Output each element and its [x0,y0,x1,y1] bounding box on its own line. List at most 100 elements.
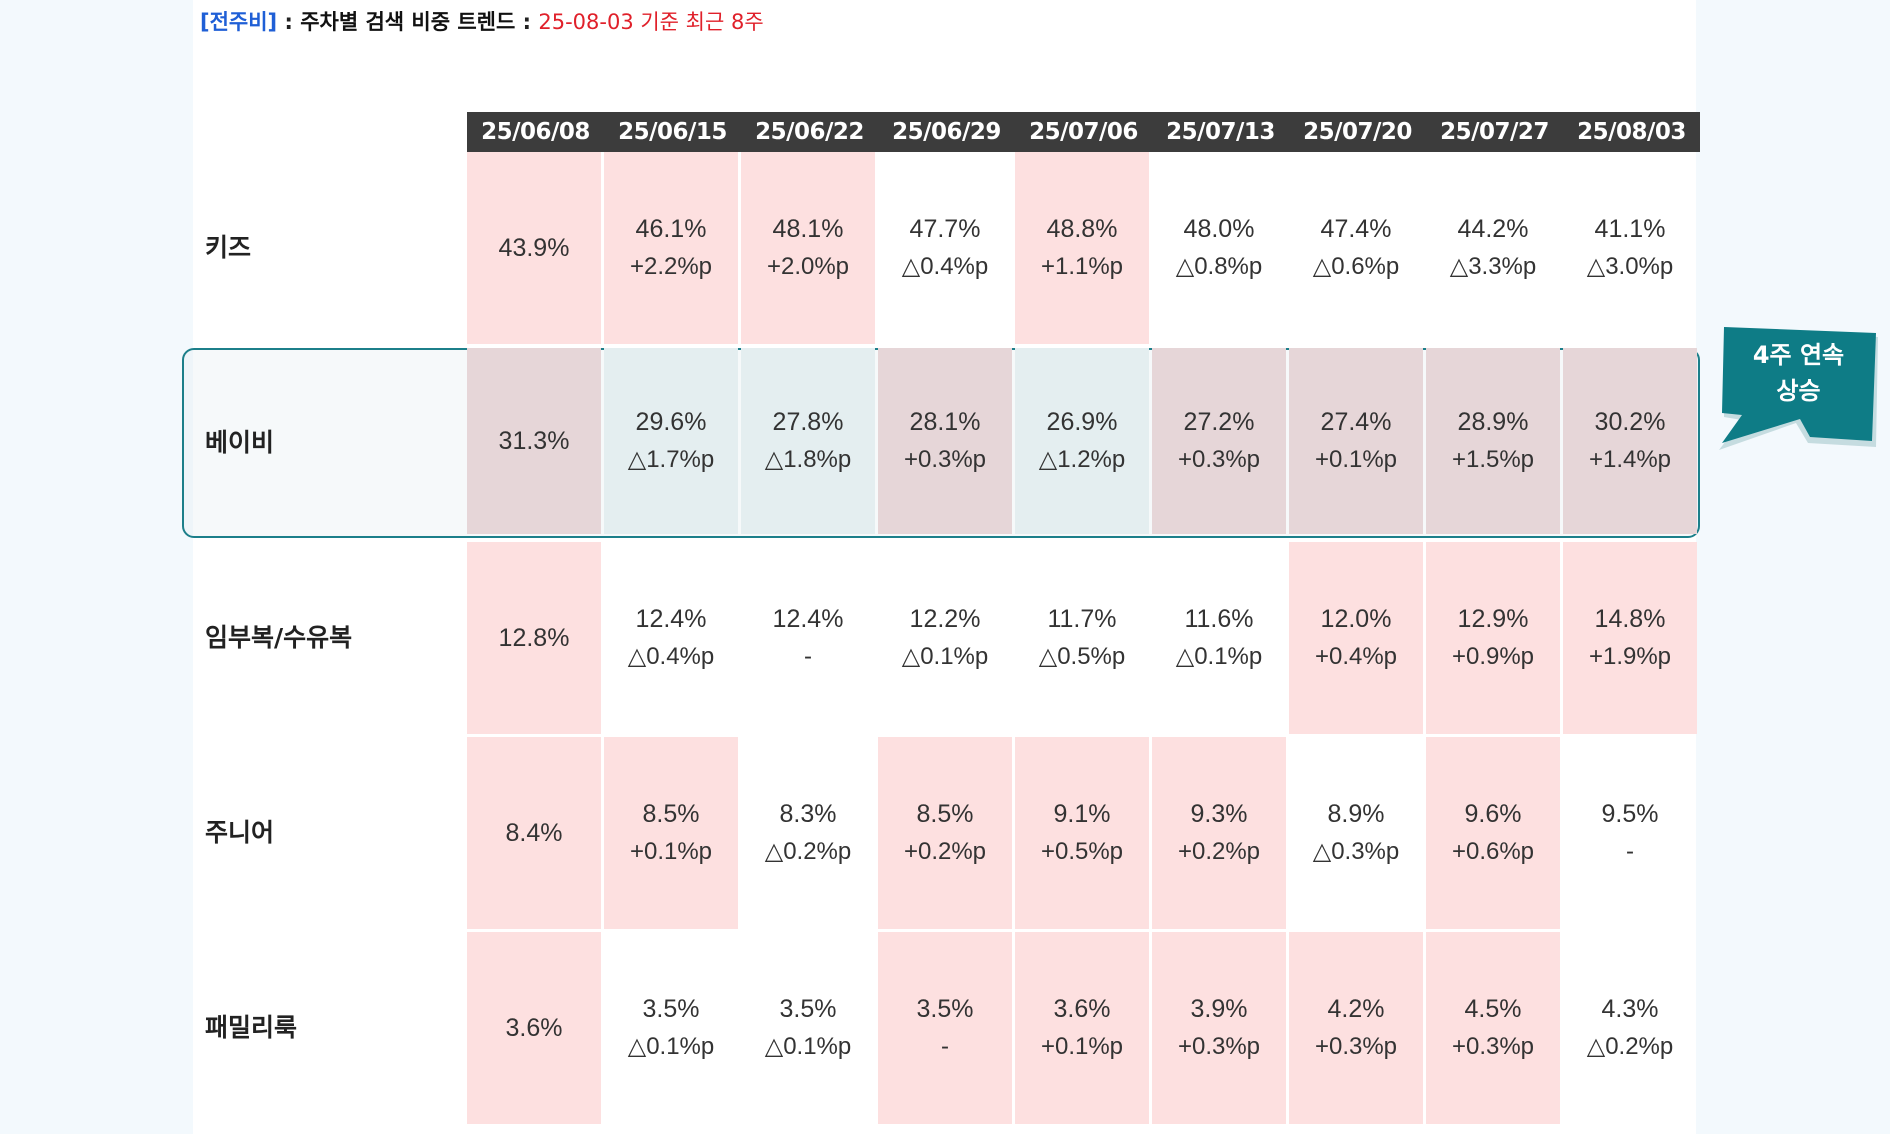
share-value: 11.7% [1047,605,1117,633]
share-value: 41.1% [1594,215,1666,243]
row-cells: 12.8% 12.4% △0.4%p 12.4% - 12.2% △0.1%p 11.7% △0… [467,542,1697,734]
share-delta: +0.9%p [1451,643,1535,670]
share-cell: 46.1% +2.2%p [604,152,738,344]
share-value: 48.0% [1183,215,1255,243]
share-value: 12.8% [498,624,570,652]
share-cell: 11.6% △0.1%p [1152,542,1286,734]
week-header-cell: 25/06/15 [618,119,727,145]
table-row: 주니어 8.4% 8.5% +0.1%p 8.3% △0.2%p 8.5% +0.2%p 9.1… [193,737,1700,929]
share-cell: 41.1% △3.0%p [1563,152,1697,344]
share-cell: 8.9% △0.3%p [1289,737,1423,929]
week-header-cell: 25/06/22 [755,119,864,145]
share-value: 43.9% [498,234,570,262]
share-cell: 8.5% +0.2%p [878,737,1012,929]
share-delta: +2.0%p [766,253,850,280]
share-delta: +0.1%p [1040,1033,1124,1060]
share-delta: △0.3%p [1312,838,1400,865]
share-delta: +0.3%p [1451,1033,1535,1060]
share-cell: 3.5% - [878,932,1012,1124]
share-delta: +0.1%p [1314,446,1398,473]
share-delta: +0.2%p [1177,838,1261,865]
share-delta: △0.2%p [1586,1033,1674,1060]
share-value: 27.4% [1320,408,1392,436]
share-delta: △0.5%p [1038,643,1126,670]
share-delta: △0.1%p [627,1033,715,1060]
share-cell: 9.6% +0.6%p [1426,737,1560,929]
share-value: 46.1% [635,215,707,243]
share-delta: △0.1%p [764,1033,852,1060]
share-cell: 26.9% △1.2%p [1015,348,1149,534]
share-value: 12.9% [1457,605,1529,633]
share-delta: +0.3%p [1314,1033,1398,1060]
share-cell: 27.4% +0.1%p [1289,348,1423,534]
share-cell: 4.2% +0.3%p [1289,932,1423,1124]
share-cell: 12.0% +0.4%p [1289,542,1423,734]
share-value: 8.4% [505,819,563,847]
share-value: 3.5% [779,995,837,1023]
row-cells: 3.6% 3.5% △0.1%p 3.5% △0.1%p 3.5% -3.6% +0.1%p 3… [467,932,1697,1124]
share-cell: 11.7% △0.5%p [1015,542,1149,734]
week-header-cell: 25/07/27 [1440,119,1549,145]
week-header-cell: 25/08/03 [1577,119,1686,145]
share-value: 11.6% [1184,605,1254,633]
share-delta: △0.4%p [901,253,989,280]
row-cells: 31.3% 29.6% △1.7%p 27.8% △1.8%p 28.1% +0.3%p 26… [467,348,1697,534]
callout-line-2: 상승 [1776,377,1821,405]
week-header-cell: 25/07/13 [1166,119,1275,145]
share-cell: 27.8% △1.8%p [741,348,875,534]
share-cell: 12.9% +0.9%p [1426,542,1560,734]
streak-callout: 4주 연속 상승 [1716,325,1881,450]
share-value: 48.1% [772,215,844,243]
share-cell: 9.1% +0.5%p [1015,737,1149,929]
share-delta: △1.7%p [627,446,715,473]
week-header-cell: 25/06/08 [481,119,590,145]
share-delta: +0.3%p [903,446,987,473]
share-value: 4.5% [1464,995,1522,1023]
share-cell: 47.7% △0.4%p [878,152,1012,344]
share-value: 27.8% [772,408,844,436]
share-cell: 43.9% [467,152,601,344]
share-delta: +1.1%p [1040,253,1124,280]
share-delta: △1.8%p [764,446,852,473]
share-cell: 3.6% +0.1%p [1015,932,1149,1124]
share-value: 4.3% [1601,995,1659,1023]
share-cell: 8.5% +0.1%p [604,737,738,929]
share-value: 47.4% [1320,215,1392,243]
share-delta: △0.4%p [627,643,715,670]
share-cell: 12.2% △0.1%p [878,542,1012,734]
share-delta: △1.2%p [1038,446,1126,473]
share-cell: 47.4% △0.6%p [1289,152,1423,344]
share-cell: 4.5% +0.3%p [1426,932,1560,1124]
share-cell: 8.3% △0.2%p [741,737,875,929]
share-delta: △0.1%p [901,643,989,670]
category-label: 베이비 [205,428,275,457]
share-value: 29.6% [635,408,707,436]
share-cell: 28.1% +0.3%p [878,348,1012,534]
share-delta: +0.2%p [903,838,987,865]
table-row: 베이비 31.3% 29.6% △1.7%p 27.8% △1.8%p 28.1% +0.3%… [193,348,1700,538]
share-value: 31.3% [498,427,570,455]
share-value: 3.6% [505,1014,563,1042]
share-delta: △3.0%p [1586,253,1674,280]
category-label: 임부복/수유복 [205,623,353,652]
share-value: 12.0% [1320,605,1392,633]
week-header-cell: 25/07/06 [1029,119,1138,145]
share-delta: +1.4%p [1588,446,1672,473]
share-cell: 12.8% [467,542,601,734]
share-cell: 4.3% △0.2%p [1563,932,1697,1124]
share-cell: 9.3% +0.2%p [1152,737,1286,929]
share-delta: +0.5%p [1040,838,1124,865]
table-row: 키즈 43.9% 46.1% +2.2%p 48.1% +2.0%p 47.7% △0.4%p… [193,152,1700,344]
share-delta: △0.8%p [1175,253,1263,280]
share-delta: △0.6%p [1312,253,1400,280]
share-value: 8.5% [642,800,700,828]
week-header-cell: 25/06/29 [892,119,1001,145]
share-delta: △3.3%p [1449,253,1537,280]
share-cell: 48.8% +1.1%p [1015,152,1149,344]
share-value: 27.2% [1183,408,1255,436]
caption-title: 주차별 검색 비중 트렌드 [300,10,516,34]
share-value: 12.2% [909,605,981,633]
share-value: 28.1% [909,408,981,436]
share-value: 4.2% [1327,995,1385,1023]
share-value: 47.7% [909,215,981,243]
